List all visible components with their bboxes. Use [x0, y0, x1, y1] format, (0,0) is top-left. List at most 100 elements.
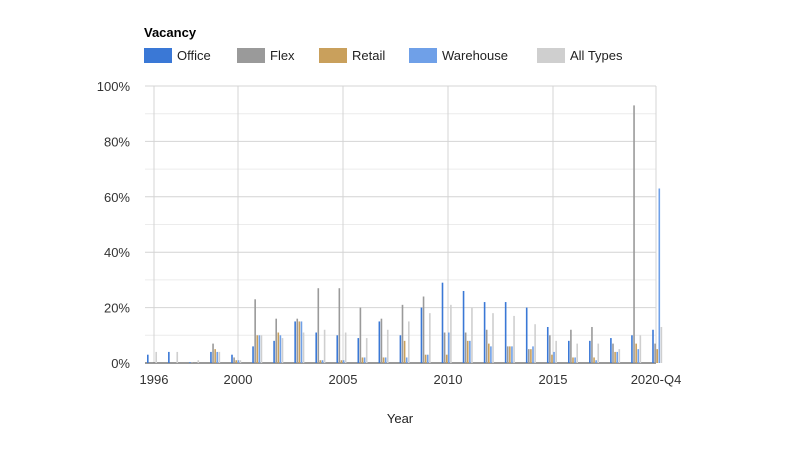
- x-tick-label: 1996: [140, 372, 169, 387]
- bar-warehouse-2013: [511, 346, 513, 363]
- bar-office-2000: [231, 354, 233, 363]
- bar-office-2007: [378, 321, 381, 363]
- bar-retail-2010: [445, 354, 448, 363]
- bar-all-types-2014: [534, 324, 536, 363]
- bar-retail-2015: [551, 354, 553, 363]
- bar-office-2009: [420, 307, 423, 363]
- y-tick-label: 100%: [97, 79, 131, 94]
- bar-all-types-1999: [218, 351, 221, 363]
- bar-office-2006: [357, 338, 360, 363]
- bar-office-2003: [294, 321, 296, 363]
- bar-all-types-2016: [576, 343, 578, 363]
- bar-office-2013: [504, 302, 507, 363]
- bar-retail-2013: [509, 346, 511, 363]
- bar-flex-2014: [528, 349, 530, 363]
- bar-flex-2005: [338, 288, 341, 363]
- bar-all-types-1996: [155, 351, 157, 363]
- legend-label-office: Office: [177, 48, 211, 63]
- bar-all-types-1998: [197, 360, 200, 363]
- bar-all-types-2011: [471, 307, 473, 363]
- bar-retail-2001: [256, 335, 259, 363]
- bar-all-types-2004: [323, 329, 326, 363]
- bar-office-2005: [336, 335, 339, 363]
- legend-label-retail: Retail: [352, 48, 385, 63]
- bar-flex-2010: [443, 332, 446, 363]
- legend-swatch-flex: [237, 48, 265, 63]
- bar-all-types-1997: [176, 351, 179, 363]
- bar-warehouse-2003: [300, 321, 303, 363]
- bar-flex-2016: [570, 329, 572, 363]
- bar-retail-2002: [277, 332, 280, 363]
- bar-warehouse-2016: [574, 357, 576, 363]
- bar-flex-2011: [464, 332, 467, 363]
- bar-all-types-2020-Q4: [660, 326, 663, 363]
- legend-label-warehouse: Warehouse: [442, 48, 508, 63]
- legend-swatch-office: [144, 48, 172, 63]
- bar-all-types-2000: [239, 360, 242, 363]
- bar-retail-2012: [488, 343, 490, 363]
- bar-retail-2005: [340, 360, 343, 363]
- bar-warehouse-2015: [553, 351, 555, 363]
- bar-office-2004: [315, 332, 317, 363]
- bar-retail-2020-Q4: [656, 349, 658, 363]
- bar-warehouse-2008: [405, 357, 408, 363]
- chart-title: Vacancy: [144, 25, 197, 40]
- bar-flex-1999: [212, 343, 214, 363]
- bar-all-types-2003: [302, 332, 305, 363]
- bar-retail-2009: [424, 354, 427, 363]
- bar-warehouse-2000: [237, 360, 240, 363]
- bar-flex-2008: [401, 304, 404, 363]
- x-tick-label: 2010: [434, 372, 463, 387]
- bar-flex-2003: [296, 318, 299, 363]
- bar-office-1996: [147, 354, 149, 363]
- bar-warehouse-2011: [469, 340, 471, 363]
- bar-retail-2019: [635, 343, 637, 363]
- y-tick-label: 0%: [111, 356, 130, 371]
- legend-swatch-warehouse: [409, 48, 437, 63]
- bar-office-1998: [189, 362, 191, 363]
- bar-warehouse-2012: [490, 346, 492, 363]
- x-tick-label: 2015: [539, 372, 568, 387]
- bar-office-2014: [525, 307, 528, 363]
- bar-all-types-2013: [513, 315, 515, 363]
- bar-all-types-2007: [386, 329, 389, 363]
- bar-retail-2003: [298, 321, 301, 363]
- legend: Office Flex Retail Warehouse All Types: [144, 48, 623, 63]
- x-tick-label: 2020-Q4: [631, 372, 682, 387]
- bar-retail-2006: [361, 357, 364, 363]
- bar-retail-2011: [466, 340, 469, 363]
- bar-retail-2000: [235, 360, 237, 363]
- grid: [145, 85, 657, 364]
- bar-flex-2015: [549, 335, 551, 363]
- bars: [147, 105, 663, 363]
- bar-office-2001: [252, 346, 254, 363]
- bar-all-types-2009: [429, 313, 431, 363]
- bar-office-2008: [399, 335, 402, 363]
- bar-warehouse-2005: [342, 360, 345, 363]
- bar-office-2002: [273, 340, 275, 363]
- bar-all-types-2019: [639, 335, 642, 363]
- bar-flex-2000: [233, 357, 235, 363]
- bar-office-2012: [483, 302, 486, 363]
- bar-office-1999: [210, 351, 212, 363]
- bar-warehouse-1999: [216, 351, 219, 363]
- bar-office-2020-Q4: [652, 329, 654, 363]
- bar-retail-2007: [382, 357, 385, 363]
- bar-all-types-2018: [618, 349, 621, 363]
- bar-office-1997: [168, 351, 170, 363]
- bar-flex-2013: [506, 346, 509, 363]
- bar-retail-2004: [319, 360, 322, 363]
- bar-warehouse-2017: [595, 360, 597, 363]
- bar-all-types-2001: [260, 335, 263, 363]
- bar-warehouse-2010: [448, 332, 450, 363]
- bar-retail-2017: [593, 357, 595, 363]
- bar-flex-2004: [317, 288, 320, 363]
- bar-all-types-2015: [555, 340, 557, 363]
- bar-all-types-2002: [281, 338, 284, 363]
- bar-retail-1999: [214, 349, 216, 363]
- bar-office-2016: [568, 340, 570, 363]
- y-tick-label: 80%: [104, 134, 130, 149]
- bar-flex-2020-Q4: [654, 343, 656, 363]
- bar-warehouse-2001: [258, 335, 261, 363]
- bar-flex-2009: [422, 296, 425, 363]
